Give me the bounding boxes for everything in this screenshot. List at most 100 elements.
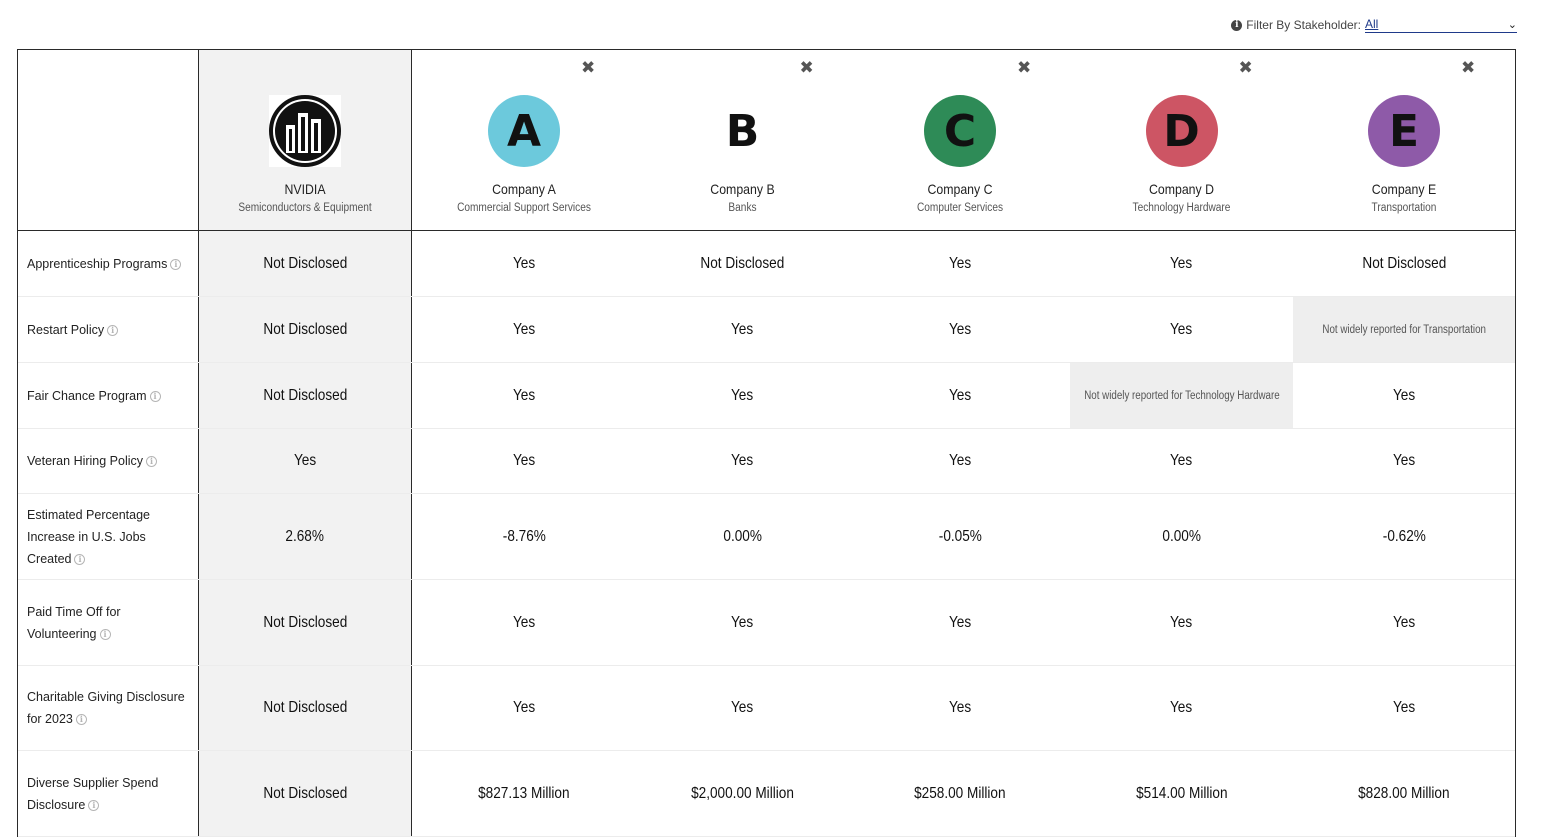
metric-label: Estimated Percentage Increase in U.S. Jo… [27, 504, 188, 570]
subject-value-cell: Not Disclosed [198, 231, 412, 296]
value-cell: Yes [850, 297, 1070, 362]
value-cell: Yes [635, 363, 850, 428]
cell-value: Yes [948, 254, 972, 272]
value-cell: Yes [850, 666, 1070, 750]
info-icon[interactable]: i [88, 799, 100, 811]
close-icon[interactable]: ✖ [1461, 58, 1476, 78]
company-header-d: ✖ D Company D Technology Hardware [1070, 50, 1293, 230]
info-icon[interactable]: i [149, 390, 161, 402]
subject-company-name: NVIDIA [284, 181, 326, 197]
header-corner [18, 50, 198, 230]
cell-value: Yes [1392, 452, 1416, 469]
row-label: Restart Policy i [18, 297, 198, 362]
info-icon[interactable]: i [75, 714, 87, 726]
filter-label: Filter By Stakeholder: [1246, 18, 1361, 32]
value-cell: Yes [635, 429, 850, 493]
info-icon[interactable]: i [146, 456, 158, 468]
company-header-e: ✖ E Company E Transportation [1293, 50, 1515, 230]
metric-label: Charitable Giving Disclosure for 2023 i [27, 686, 188, 730]
value-cell: $514.00 Million [1070, 751, 1293, 836]
cell-value: 0.00% [723, 527, 762, 545]
value-cell: Yes [413, 297, 635, 362]
info-icon[interactable]: i [1231, 19, 1243, 31]
building-skyline-icon [269, 95, 341, 167]
subject-value: Not Disclosed [263, 784, 347, 802]
row-label: Fair Chance Program i [18, 363, 198, 428]
value-cell: $828.00 Million [1293, 751, 1515, 836]
company-logo: E [1368, 95, 1440, 167]
stakeholder-filter: i Filter By Stakeholder: All ⌄ [1231, 14, 1517, 36]
row-label: Charitable Giving Disclosure for 2023 i [18, 666, 198, 750]
value-cell: 0.00% [1070, 494, 1293, 579]
value-cell: Yes [635, 580, 850, 665]
close-icon[interactable]: ✖ [1238, 58, 1253, 78]
info-icon[interactable]: i [107, 324, 119, 336]
metric-label-text: Apprenticeship Programs [27, 256, 168, 271]
value-cell: Yes [635, 666, 850, 750]
value-cell: Yes [850, 429, 1070, 493]
value-cell: Yes [1293, 580, 1515, 665]
cell-value: 0.00% [1162, 527, 1201, 545]
cell-value: Yes [512, 699, 536, 716]
value-cell: $2,000.00 Million [635, 751, 850, 836]
cell-value: Yes [512, 254, 536, 272]
company-name: Company E [1371, 181, 1437, 197]
info-icon[interactable]: i [74, 553, 86, 565]
cell-value: -0.05% [938, 527, 982, 545]
value-cell: $258.00 Million [850, 751, 1070, 836]
cell-value: Yes [512, 320, 536, 338]
filter-selected-value: All [1365, 17, 1379, 31]
cell-value: Yes [1170, 254, 1193, 272]
value-cell: -8.76% [413, 494, 635, 579]
close-icon[interactable]: ✖ [581, 58, 596, 78]
subject-company-sector: Semiconductors & Equipment [238, 202, 372, 214]
table-row: Diverse Supplier Spend Disclosure i Not Di… [18, 751, 1515, 837]
value-cell: Yes [850, 231, 1070, 296]
cell-value: Yes [731, 386, 754, 404]
subject-value: Not Disclosed [263, 386, 347, 404]
company-logo: D [1145, 95, 1218, 167]
company-name: Company C [927, 181, 993, 197]
metric-label: Veteran Hiring Policy i [27, 450, 158, 472]
subject-company-header: NVIDIA Semiconductors & Equipment [198, 50, 412, 230]
subject-value-cell: Not Disclosed [198, 751, 412, 836]
company-name: Company D [1148, 181, 1215, 197]
company-header-a: ✖ A Company A Commercial Support Services [413, 50, 635, 230]
value-cell: Not Disclosed [635, 231, 850, 296]
value-cell: Yes [1293, 666, 1515, 750]
company-sector: Transportation [1371, 202, 1437, 214]
metric-label: Fair Chance Program i [27, 385, 161, 407]
table-row: Estimated Percentage Increase in U.S. Jo… [18, 494, 1515, 580]
info-icon[interactable]: i [99, 628, 111, 640]
value-cell: $827.13 Million [413, 751, 635, 836]
company-sector: Computer Services [916, 202, 1004, 214]
row-label: Diverse Supplier Spend Disclosure i [18, 751, 198, 836]
cell-value: Yes [948, 320, 972, 338]
metric-label-text: Diverse Supplier Spend Disclosure [27, 775, 159, 812]
value-cell: Yes [850, 363, 1070, 428]
value-cell: Yes [1070, 297, 1293, 362]
cell-value: Yes [1170, 452, 1193, 469]
value-cell: -0.05% [850, 494, 1070, 579]
cell-value: Not widely reported for Transportation [1322, 323, 1486, 336]
value-cell: Yes [1070, 580, 1293, 665]
company-logo: B [707, 95, 779, 167]
cell-value: Yes [948, 699, 972, 716]
subject-value-cell: Not Disclosed [198, 580, 412, 665]
chevron-down-icon: ⌄ [1507, 18, 1517, 31]
close-icon[interactable]: ✖ [1017, 58, 1032, 78]
info-icon[interactable]: i [170, 258, 182, 270]
stakeholder-select[interactable]: All ⌄ [1365, 17, 1517, 33]
company-logo: C [924, 95, 996, 167]
close-icon[interactable]: ✖ [799, 58, 814, 78]
cell-value: Yes [1392, 613, 1416, 631]
cell-value: Yes [731, 452, 754, 469]
subject-value-cell: Not Disclosed [198, 666, 412, 750]
cell-value: Not Disclosed [700, 254, 785, 272]
value-cell: Yes [1070, 231, 1293, 296]
comparison-table: NVIDIA Semiconductors & Equipment ✖ A Comp… [17, 49, 1516, 837]
subject-value-cell: Not Disclosed [198, 297, 412, 362]
company-sector: Technology Hardware [1132, 202, 1231, 214]
cell-value: $514.00 Million [1135, 784, 1228, 802]
cell-value: Yes [1170, 320, 1193, 338]
